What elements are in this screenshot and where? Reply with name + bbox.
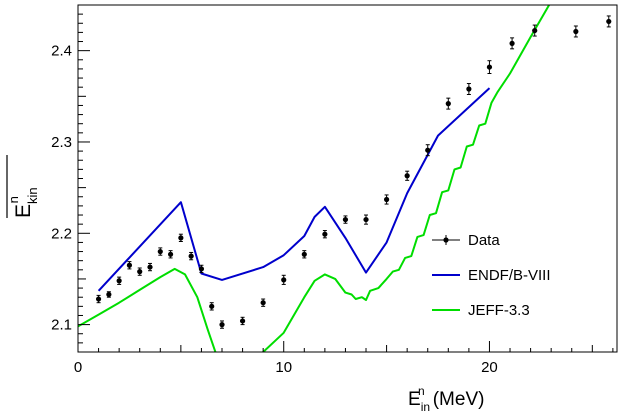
data-point [209,302,215,311]
data-point [198,264,205,274]
data-marker [322,231,328,237]
y-tick-label: 2.1 [51,317,72,334]
data-point [147,262,153,272]
data-point [445,97,451,110]
data-point [383,194,390,205]
data-point [606,15,612,28]
data-marker [281,277,287,283]
x-axis-label-unit: (MeV) [433,389,485,410]
data-marker [363,216,369,223]
data-marker [147,264,153,270]
x-tick-label: 10 [275,359,292,376]
series-layer [78,5,612,352]
data-point [137,267,143,276]
data-point [342,215,349,224]
legend: Data ENDF/B-VIII JEFF-3.3 [432,232,551,319]
series-line-endf-b-viii [97,87,491,292]
data-point [301,250,307,259]
data-point [239,316,246,326]
y-axis-label-sub: kin [25,187,40,204]
data-point [188,251,194,261]
data-marker [486,64,493,70]
x-axis-label-sup: n [418,384,425,398]
legend-symbol-marker [443,237,449,243]
data-marker [532,27,538,34]
y-axis-label-sup: n [6,196,21,203]
data-marker [106,291,112,298]
data-point [260,298,266,307]
x-axis-label: Ein n (MeV) [408,384,484,414]
data-marker [137,269,143,275]
data-point [167,250,174,259]
legend-label: JEFF-3.3 [468,302,530,319]
data-marker [116,278,122,284]
y-tick-label: 2.3 [51,134,72,151]
data-marker [126,262,133,268]
data-marker [219,322,225,328]
data-marker [167,251,174,257]
data-marker [178,235,184,241]
data-point [425,144,431,157]
data-point [363,214,369,225]
data-point [219,320,225,329]
data-point [95,294,102,304]
x-tick-label: 0 [74,359,82,376]
data-marker [188,253,194,259]
y-axis-label-main: E [12,204,35,218]
data-point [532,24,538,37]
data-point [322,230,328,239]
y-tick-label: 2.2 [51,225,72,242]
data-marker [342,216,349,223]
axis-ticks: 0 10 20 2.1 2.2 2.3 2.4 [51,4,614,376]
data-point [178,233,184,243]
data-marker [573,28,579,35]
data-point [106,291,112,298]
data-point [404,170,410,181]
data-point [126,261,133,270]
y-axis-label: Ekinn [6,155,40,218]
data-marker [466,86,472,92]
legend-label: Data [468,232,500,249]
data-point [509,37,515,50]
data-marker [301,251,307,257]
y-tick-label: 2.4 [51,43,72,60]
x-axis-label-main: E [408,389,421,410]
x-axis-label-sub: in [421,400,430,414]
data-point [157,247,163,256]
data-marker [157,248,163,255]
legend-entry: ENDF/B-VIII [432,267,551,284]
data-marker [509,40,515,46]
data-marker [425,147,431,153]
y-axis-label-text: Ekinn [6,187,40,218]
data-marker [209,303,215,309]
data-marker [383,196,390,203]
x-tick-label: 20 [481,359,498,376]
data-marker [95,296,102,302]
legend-entry: Data [432,232,500,249]
data-marker [260,300,266,306]
legend-label: ENDF/B-VIII [468,267,551,284]
data-point [573,25,579,38]
data-point [116,276,122,285]
data-marker [239,318,246,324]
data-marker [445,101,451,107]
data-point [466,83,472,95]
data-marker [404,173,410,179]
series-line-jeff-3-3 [78,5,550,352]
data-point [486,60,493,74]
legend-entry: JEFF-3.3 [432,302,530,319]
data-marker [606,18,612,25]
plot-frame [77,4,618,353]
data-marker [198,266,205,272]
data-point [281,274,287,285]
